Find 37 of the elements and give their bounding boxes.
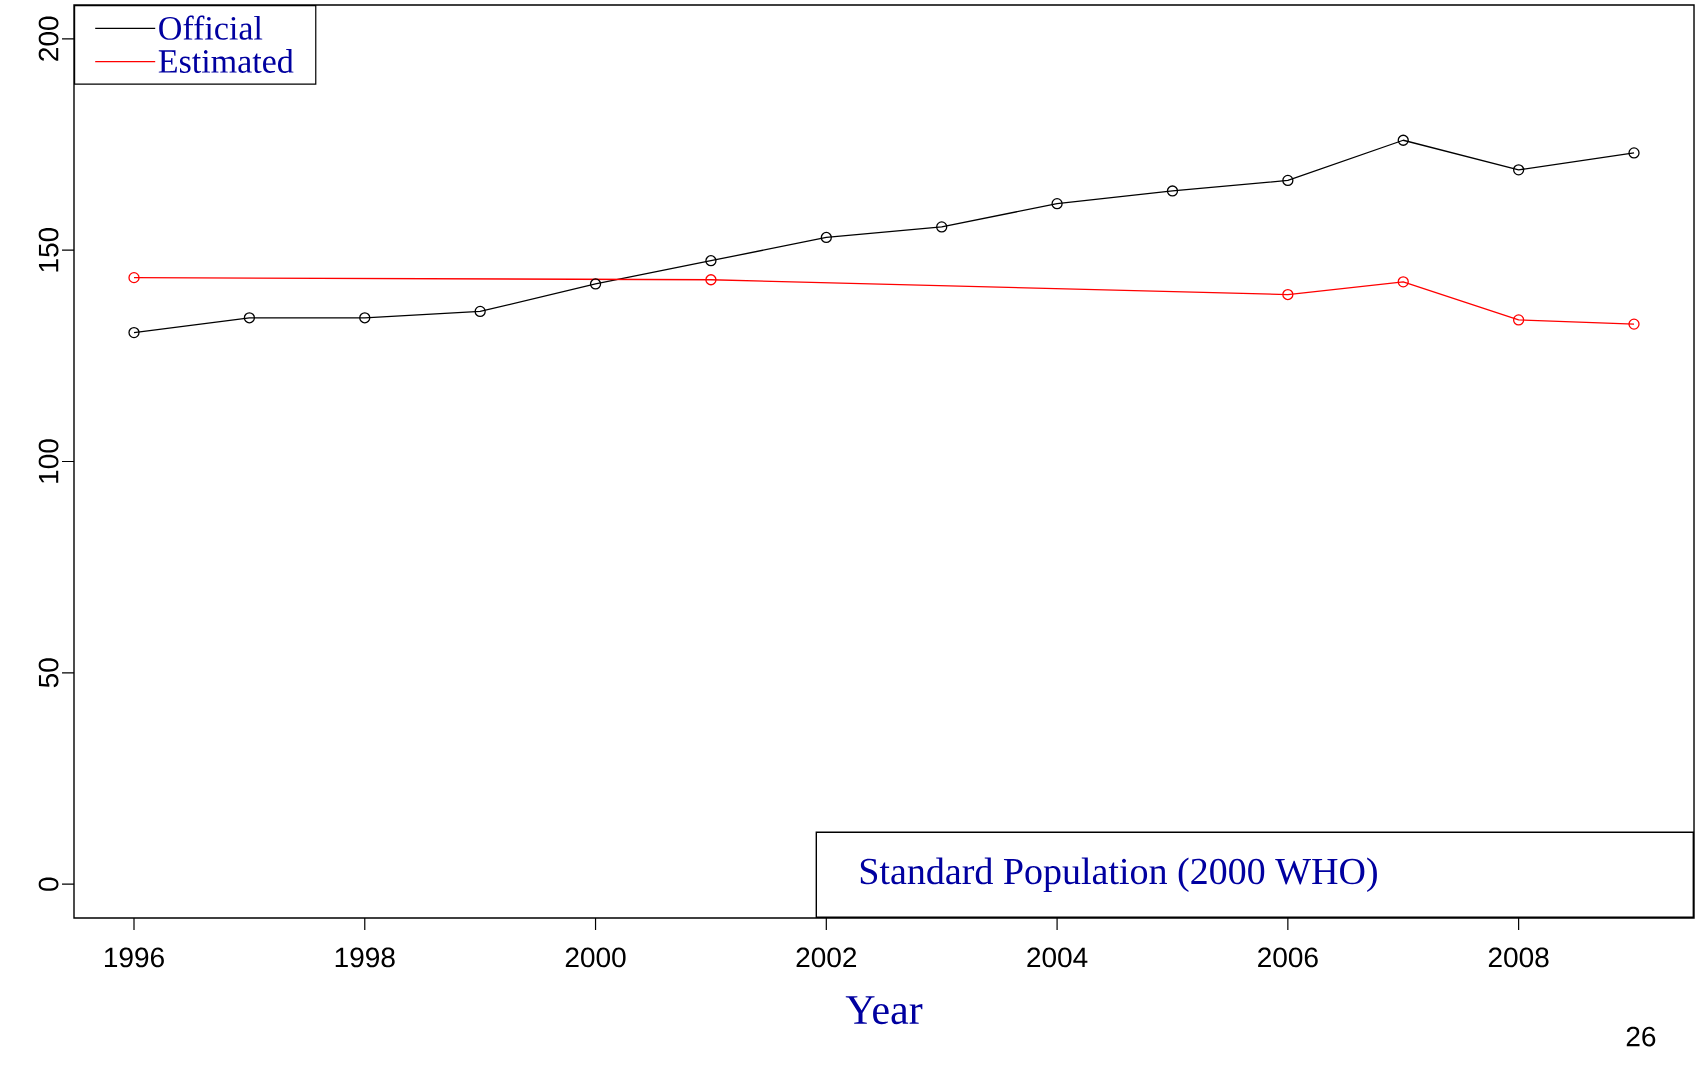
x-tick-label: 2000 — [565, 947, 626, 968]
point — [128, 326, 140, 339]
y-tick-label: 50 — [38, 658, 59, 688]
y-tick-label: 200 — [38, 16, 59, 61]
x-tick-label: 2008 — [1488, 947, 1549, 968]
x-tick-label: 1996 — [104, 947, 164, 968]
point — [1282, 288, 1294, 301]
point — [243, 312, 256, 324]
y-tick-label: 150 — [38, 227, 59, 272]
legend-label: Estimated — [158, 49, 294, 73]
x-axis-title: Year — [845, 996, 923, 1025]
y-tick-label: 100 — [38, 439, 59, 483]
point — [474, 305, 486, 318]
point — [1397, 134, 1409, 146]
point — [589, 278, 602, 290]
text: 26 — [1626, 1026, 1656, 1047]
point — [1512, 314, 1525, 326]
point — [1051, 198, 1063, 210]
point — [705, 255, 717, 267]
x-tick-label: 2006 — [1258, 947, 1318, 968]
point — [128, 271, 140, 284]
y-tick-label: 0 — [38, 877, 59, 891]
legend-label: Official — [159, 15, 263, 40]
point — [1628, 318, 1640, 330]
annotation: Standard Population (2000 WHO) — [860, 857, 1377, 893]
point — [1282, 174, 1294, 187]
point — [820, 231, 832, 244]
point — [705, 274, 717, 286]
x-tick-label: 2004 — [1027, 947, 1088, 968]
x-tick-label: 2002 — [796, 947, 857, 968]
point — [936, 221, 948, 233]
x-tick-label: 1998 — [335, 947, 395, 968]
point — [1628, 147, 1640, 159]
point — [1166, 185, 1179, 197]
point — [1512, 164, 1525, 176]
point — [1397, 276, 1409, 288]
point — [359, 312, 371, 324]
